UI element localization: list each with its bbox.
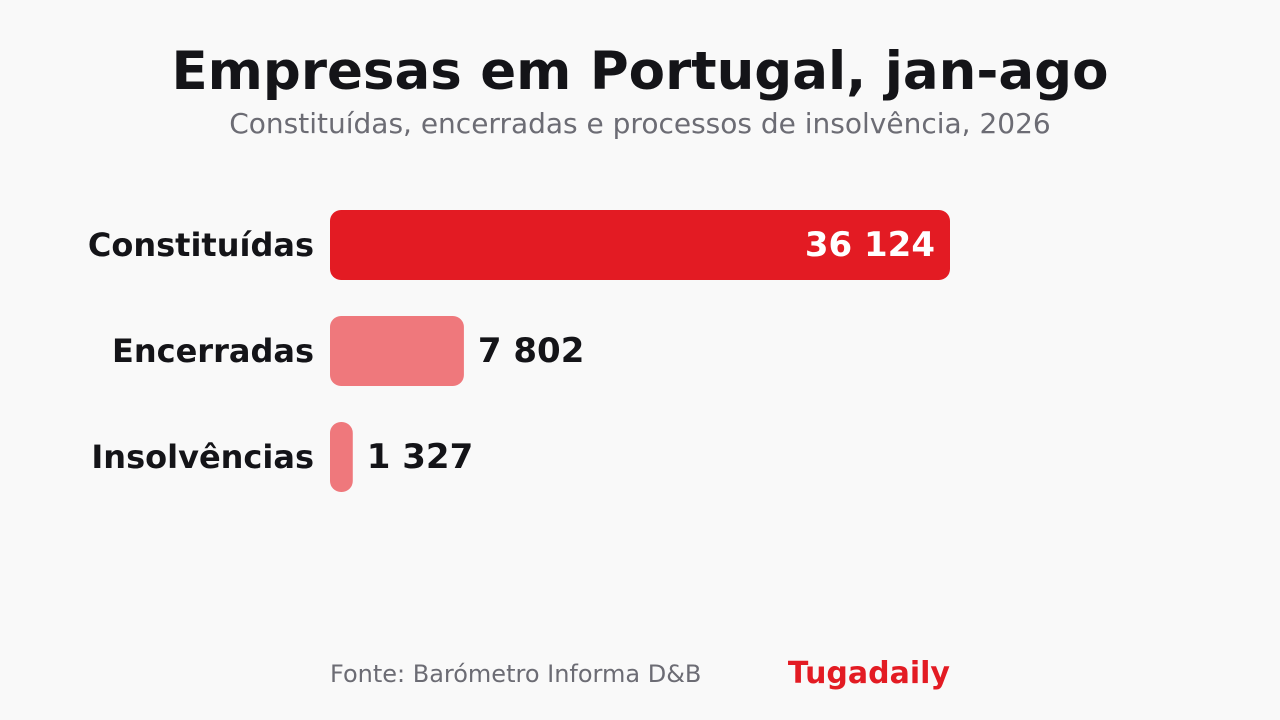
bar xyxy=(330,316,464,386)
chart-title: Empresas em Portugal, jan-ago xyxy=(171,41,1109,102)
bar-chart: Constituídas 36 124 Encerradas 7 802 Insolvê… xyxy=(88,210,950,492)
source-note: Fonte: Barómetro Informa D&B xyxy=(330,660,702,688)
data-label: 36 124 xyxy=(805,225,935,265)
bar xyxy=(330,210,950,280)
data-label: 7 802 xyxy=(478,331,584,371)
brand-logo: Tugadaily xyxy=(787,656,950,691)
data-label: 1 327 xyxy=(367,437,473,477)
category-label: Insolvências xyxy=(91,438,314,476)
bar xyxy=(330,422,353,492)
category-label: Encerradas xyxy=(112,332,314,370)
category-label: Constituídas xyxy=(88,226,314,264)
chart-subtitle: Constituídas, encerradas e processos de … xyxy=(229,107,1051,140)
